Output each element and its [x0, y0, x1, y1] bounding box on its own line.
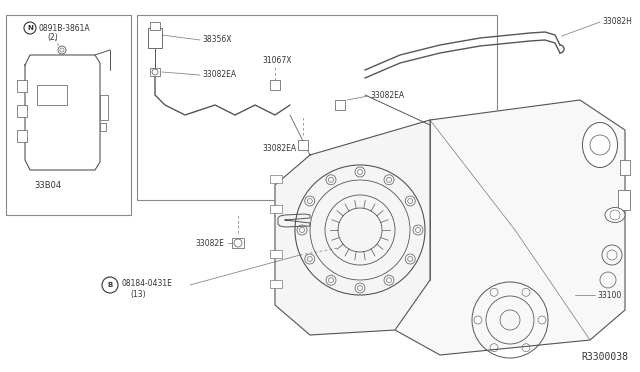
Text: 33082EA: 33082EA: [262, 144, 296, 153]
Bar: [17, 80, 27, 92]
Bar: [6, 15, 131, 215]
Text: (13): (13): [130, 289, 146, 298]
Text: B: B: [108, 282, 113, 288]
Polygon shape: [395, 100, 625, 355]
Bar: [232, 238, 244, 248]
Bar: [620, 160, 630, 175]
Ellipse shape: [605, 208, 625, 222]
Bar: [137, 15, 497, 200]
Text: 33100: 33100: [597, 291, 621, 299]
Text: 33B04: 33B04: [35, 180, 61, 189]
Bar: [270, 80, 280, 90]
Bar: [335, 100, 345, 110]
Text: 33082E: 33082E: [195, 238, 224, 247]
Bar: [298, 140, 308, 150]
Bar: [100, 95, 108, 120]
Ellipse shape: [582, 122, 618, 167]
Text: 38356X: 38356X: [202, 35, 232, 44]
Text: 33082H: 33082H: [602, 16, 632, 26]
Text: 33082EA: 33082EA: [202, 70, 236, 78]
Bar: [17, 105, 27, 117]
Bar: [270, 205, 282, 213]
Polygon shape: [275, 120, 430, 335]
Bar: [17, 130, 27, 142]
Text: 0891B-3861A: 0891B-3861A: [38, 23, 90, 32]
Bar: [150, 68, 160, 76]
Text: (2): (2): [47, 32, 58, 42]
Bar: [37, 85, 67, 105]
Text: N: N: [27, 25, 33, 31]
Bar: [148, 28, 162, 48]
Bar: [100, 123, 106, 131]
Bar: [150, 22, 160, 30]
Text: 33082EA: 33082EA: [370, 90, 404, 99]
Text: 08184-0431E: 08184-0431E: [121, 279, 172, 289]
Bar: [270, 280, 282, 288]
Bar: [618, 190, 630, 210]
Text: 31067X: 31067X: [262, 55, 291, 64]
Bar: [270, 250, 282, 258]
Bar: [270, 175, 282, 183]
Text: R3300038: R3300038: [581, 352, 628, 362]
